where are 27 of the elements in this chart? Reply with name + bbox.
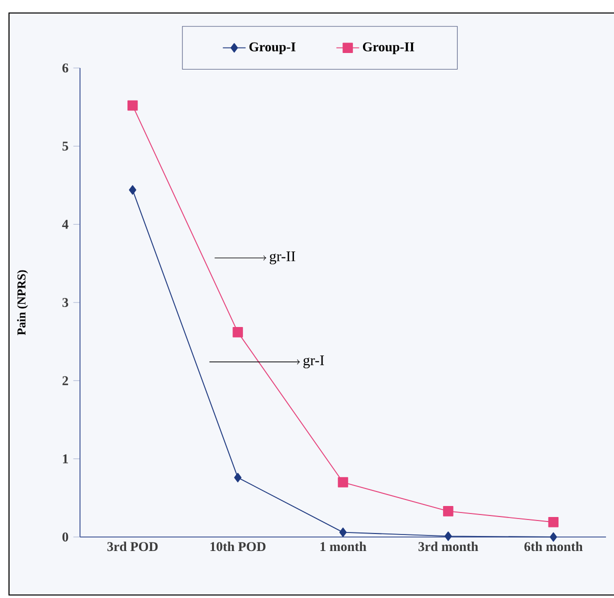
x-tick-label: 1 month: [320, 542, 366, 552]
x-tick-label: 10th POD: [210, 542, 266, 552]
point: [444, 531, 452, 541]
x-tick-label: 3rd month: [418, 542, 478, 552]
point: [127, 100, 138, 111]
point: [128, 185, 136, 195]
y-tick-label: 6: [62, 64, 68, 72]
y-tick-label: 3: [62, 298, 68, 307]
point: [548, 516, 559, 528]
y-tick-label: 1: [63, 454, 68, 464]
y-tick-label: 5: [62, 142, 68, 151]
y-axis-title: Pain (NPRS): [17, 270, 28, 336]
legend-label: Group-I: [249, 42, 296, 54]
x-tick-label: 6th month: [524, 542, 583, 552]
point: [234, 472, 242, 482]
y-tick-label: 0: [62, 532, 68, 542]
point: [232, 327, 243, 338]
annotation: gr-II: [270, 252, 296, 264]
x-tick-label: 3rd POD: [107, 542, 158, 552]
annotation: gr-I: [303, 356, 324, 368]
point: [550, 532, 558, 542]
legend-label: Group-II: [362, 42, 414, 54]
point: [338, 477, 348, 488]
point: [443, 506, 454, 516]
y-tick-label: 4: [62, 220, 68, 229]
point: [339, 528, 347, 538]
y-tick-label: 2: [62, 376, 68, 386]
